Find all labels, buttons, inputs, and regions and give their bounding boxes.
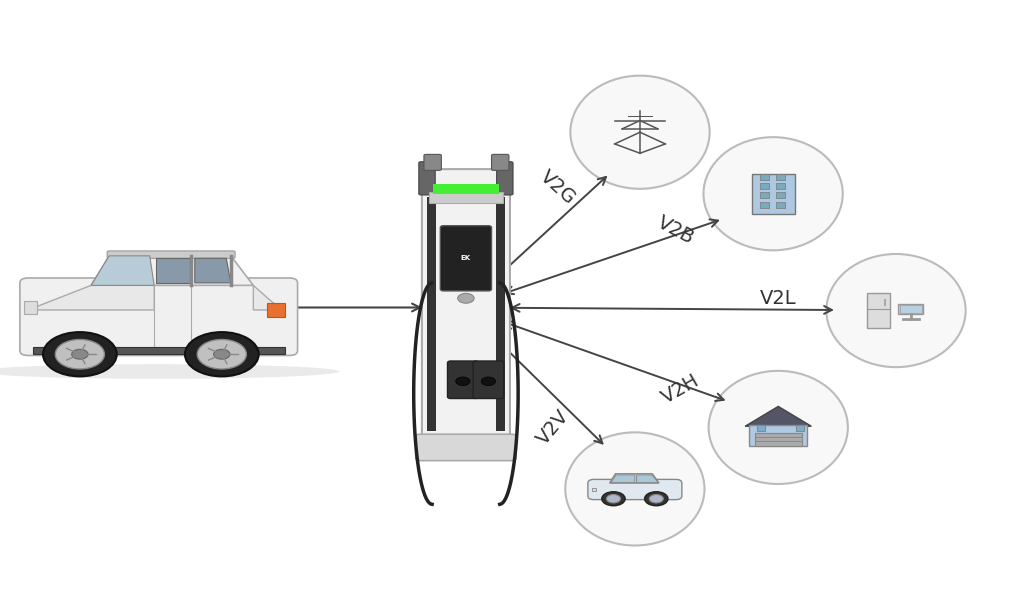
Bar <box>33 347 285 354</box>
Bar <box>592 488 596 491</box>
Bar <box>496 197 505 430</box>
Text: V2V: V2V <box>534 407 572 448</box>
FancyBboxPatch shape <box>108 251 236 258</box>
FancyBboxPatch shape <box>447 361 478 399</box>
FancyBboxPatch shape <box>492 154 509 170</box>
Ellipse shape <box>826 254 966 367</box>
Bar <box>760 173 769 180</box>
Circle shape <box>649 494 664 503</box>
Polygon shape <box>609 474 659 483</box>
Ellipse shape <box>703 137 843 250</box>
Bar <box>866 293 890 328</box>
Text: V2H: V2H <box>658 370 703 407</box>
Circle shape <box>456 377 470 386</box>
FancyBboxPatch shape <box>19 278 298 355</box>
Text: V2B: V2B <box>654 213 697 248</box>
Bar <box>899 305 922 313</box>
Bar <box>760 202 769 208</box>
Circle shape <box>185 332 259 376</box>
Bar <box>433 184 499 194</box>
FancyBboxPatch shape <box>440 226 492 291</box>
Polygon shape <box>637 475 658 483</box>
Ellipse shape <box>570 76 710 189</box>
Bar <box>755 434 802 446</box>
Circle shape <box>198 339 247 369</box>
Text: V2L: V2L <box>760 289 797 308</box>
Polygon shape <box>91 256 155 285</box>
Ellipse shape <box>565 432 705 546</box>
Bar <box>757 425 765 431</box>
FancyBboxPatch shape <box>419 162 435 195</box>
Bar <box>776 202 785 208</box>
Polygon shape <box>91 256 253 285</box>
Bar <box>776 183 785 189</box>
Bar <box>429 192 503 203</box>
Text: V2G: V2G <box>537 167 580 208</box>
Bar <box>750 425 807 446</box>
FancyBboxPatch shape <box>416 434 516 461</box>
Bar <box>760 192 769 199</box>
Circle shape <box>55 339 104 369</box>
Circle shape <box>481 377 496 386</box>
Circle shape <box>43 332 117 376</box>
Circle shape <box>214 349 230 359</box>
Bar <box>796 425 804 431</box>
FancyBboxPatch shape <box>497 162 513 195</box>
Bar <box>760 183 769 189</box>
FancyBboxPatch shape <box>422 169 510 443</box>
Circle shape <box>72 349 88 359</box>
Polygon shape <box>253 285 283 310</box>
Circle shape <box>602 492 625 506</box>
Bar <box>776 192 785 199</box>
FancyBboxPatch shape <box>473 361 504 399</box>
Circle shape <box>458 293 474 303</box>
Polygon shape <box>157 258 190 283</box>
Circle shape <box>606 494 621 503</box>
Polygon shape <box>610 475 635 483</box>
Bar <box>427 197 436 430</box>
Bar <box>898 304 924 314</box>
Text: EK: EK <box>461 255 471 261</box>
Polygon shape <box>195 258 230 283</box>
Bar <box>267 303 285 317</box>
Bar <box>24 301 37 314</box>
Circle shape <box>645 492 668 506</box>
Polygon shape <box>28 285 155 310</box>
Bar <box>776 173 785 180</box>
FancyBboxPatch shape <box>588 480 682 499</box>
Bar <box>752 174 795 213</box>
Ellipse shape <box>0 364 339 379</box>
Ellipse shape <box>709 371 848 484</box>
FancyBboxPatch shape <box>424 154 441 170</box>
Polygon shape <box>745 407 811 426</box>
